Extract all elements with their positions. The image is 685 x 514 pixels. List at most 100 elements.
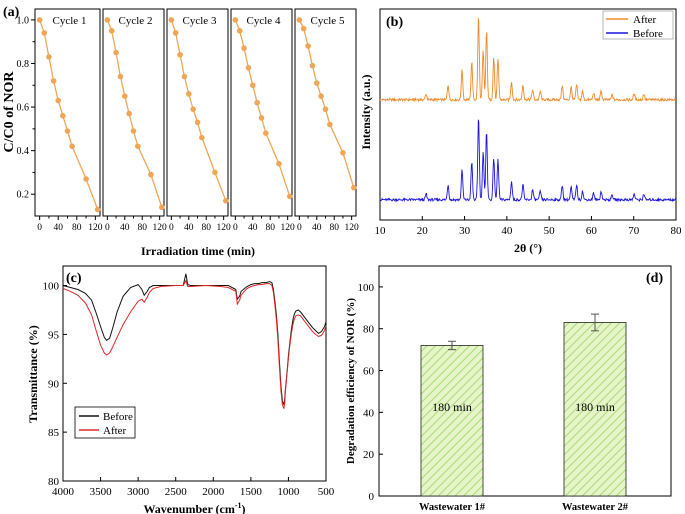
data-point: [258, 115, 265, 121]
data-point: [313, 80, 320, 86]
y-tick-label: 1.0: [17, 15, 30, 26]
data-point: [64, 128, 71, 134]
x-tick-label: 20: [417, 225, 429, 237]
unit-close: ): [242, 502, 246, 514]
data-point: [113, 49, 119, 56]
x-axis-title: 2θ (°): [514, 241, 542, 255]
data-point: [296, 17, 303, 23]
panel-d-label: (d): [646, 271, 663, 286]
y-tick-label: 60: [363, 366, 375, 378]
data-point: [117, 73, 124, 80]
bar: [563, 322, 627, 497]
panel-a: Cycle 1 0 40 80 120 Cycle 2 0 40 80 120 Cycle 3 0 40…: [2, 8, 360, 258]
x-tick-label: 120: [345, 223, 360, 233]
data-point: [50, 78, 57, 84]
series-line: [106, 19, 163, 208]
data-point: [168, 17, 175, 23]
x-tick-label: 120: [281, 223, 296, 233]
data-point: [172, 30, 179, 36]
panel-b-label: (b): [386, 15, 403, 30]
panel-a-label: (a): [3, 5, 20, 20]
pattern-line: [379, 119, 677, 203]
superscript: -1: [235, 501, 242, 510]
x-tick-label: 80: [72, 223, 82, 233]
x-tick-label: 40: [120, 223, 130, 233]
data-point: [148, 171, 154, 178]
y-tick-label: 0.6: [17, 103, 30, 114]
data-point: [46, 54, 52, 60]
plot-frame: [34, 8, 101, 217]
data-point: [199, 134, 205, 141]
x-tick-label: 40: [184, 223, 194, 233]
legend-label: After: [103, 425, 127, 437]
series-name: Cycle 4: [247, 15, 281, 27]
bar: [420, 345, 484, 497]
x-tick-label: 80: [329, 223, 339, 233]
data-point: [232, 17, 239, 23]
data-point: [318, 93, 324, 99]
y-tick-label: 100: [358, 282, 375, 294]
y-tick-label: 0.8: [17, 59, 30, 70]
x-tick-label: 3000: [127, 486, 150, 498]
x-tick-label: 4000: [52, 486, 75, 498]
series-name: Cycle 5: [311, 15, 345, 27]
x-tick-label: 10: [375, 225, 387, 237]
x-tick-label: 40: [248, 223, 258, 233]
legend: After Before: [602, 10, 674, 40]
series-line: [170, 19, 227, 201]
x-tick-label: Wastewater 2#: [562, 502, 629, 513]
data-point: [94, 206, 101, 213]
x-tick-label: 80: [265, 223, 275, 233]
legend: Before After: [74, 406, 136, 439]
data-point: [322, 106, 329, 113]
x-tick-label: 2500: [165, 486, 188, 498]
plot-frame: [62, 265, 327, 482]
y-tick-label: 0.2: [17, 190, 30, 201]
x-tick-label: 40: [53, 223, 63, 233]
x-tick-label: 1000: [277, 486, 300, 498]
data-point: [135, 143, 141, 150]
plot-frame: [230, 8, 293, 217]
data-point: [212, 169, 218, 176]
data-point: [263, 130, 269, 136]
x-tick-label: Wastewater 1#: [419, 502, 486, 513]
x-axis-title: Wavenumber (cm-1): [143, 501, 245, 514]
legend-label: Before: [103, 411, 133, 423]
data-point: [190, 106, 196, 113]
data-point: [69, 143, 75, 150]
y-tick-label: 100: [43, 281, 60, 293]
series-line: [234, 19, 291, 197]
data-point: [309, 62, 316, 69]
x-tick-label: 50: [544, 225, 556, 237]
data-point: [236, 27, 243, 34]
y-tick-label: 85: [48, 427, 60, 439]
legend-box: [602, 10, 674, 40]
x-tick-label: 2000: [202, 486, 225, 498]
x-tick-label: 120: [217, 223, 232, 233]
data-point: [241, 45, 247, 52]
panel-b: 10 20 30 40 50 60 70 80 2θ (°) Intensity (a.u.) Af…: [359, 8, 683, 255]
data-point: [223, 197, 229, 204]
x-tick-label: 80: [671, 225, 683, 237]
x-tick-label: 80: [137, 223, 147, 233]
y-axis-title: Transmittance (%): [26, 325, 40, 422]
data-point: [121, 93, 128, 99]
y-tick-label: 20: [363, 449, 375, 461]
x-tick-label: 60: [586, 225, 598, 237]
y-tick-label: 95: [48, 329, 60, 341]
spectrum-line: [62, 279, 327, 409]
plot-frame: [294, 8, 357, 217]
data-point: [245, 65, 252, 71]
x-tick-label: 0: [233, 223, 238, 233]
series-name: Cycle 2: [119, 15, 153, 27]
y-axis-title: C/C0 of NOR: [2, 71, 17, 153]
data-point: [181, 73, 188, 80]
data-point: [276, 160, 282, 167]
x-tick-label: 80: [201, 223, 211, 233]
spectrum-line: [62, 273, 327, 405]
y-tick-label: 0: [369, 491, 375, 503]
x-axis-title: Irradiation time (min): [141, 244, 255, 258]
x-tick-label: 1500: [240, 486, 263, 498]
y-tick-label: 90: [48, 378, 60, 390]
